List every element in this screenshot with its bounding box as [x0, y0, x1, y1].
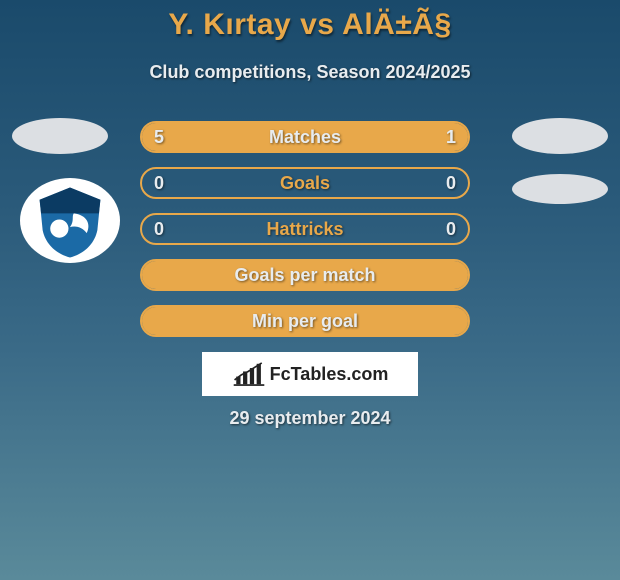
bar-chart-icon: [232, 361, 266, 387]
stat-row-goals-per-match: Goals per match: [140, 259, 470, 291]
stat-row-hattricks: 00Hattricks: [140, 213, 470, 245]
page-title: Y. Kırtay vs AlÄ±Ã§: [0, 8, 620, 42]
snapshot-date: 29 september 2024: [0, 408, 620, 429]
stat-metric-label: Goals per match: [142, 261, 468, 289]
player-left-avatar-placeholder: [12, 118, 108, 154]
subtitle: Club competitions, Season 2024/2025: [0, 62, 620, 83]
stat-metric-label: Matches: [142, 123, 468, 151]
player-right-club-placeholder: [512, 174, 608, 204]
stat-metric-label: Goals: [142, 169, 468, 197]
player-right-avatar-placeholder: [512, 118, 608, 154]
stat-metric-label: Hattricks: [142, 215, 468, 243]
brand-badge[interactable]: FcTables.com: [202, 352, 418, 396]
stat-metric-label: Min per goal: [142, 307, 468, 335]
stat-row-goals: 00Goals: [140, 167, 470, 199]
stat-row-min-per-goal: Min per goal: [140, 305, 470, 337]
shield-icon: [32, 183, 108, 259]
stat-row-matches: 51Matches: [140, 121, 470, 153]
player-left-club-badge: [20, 178, 120, 263]
brand-text: FcTables.com: [270, 364, 389, 385]
comparison-widget: Y. Kırtay vs AlÄ±Ã§ Club competitions, S…: [0, 0, 620, 580]
comparison-rows: 51Matches 00Goals 00Hattricks Goals per mat…: [140, 121, 470, 351]
